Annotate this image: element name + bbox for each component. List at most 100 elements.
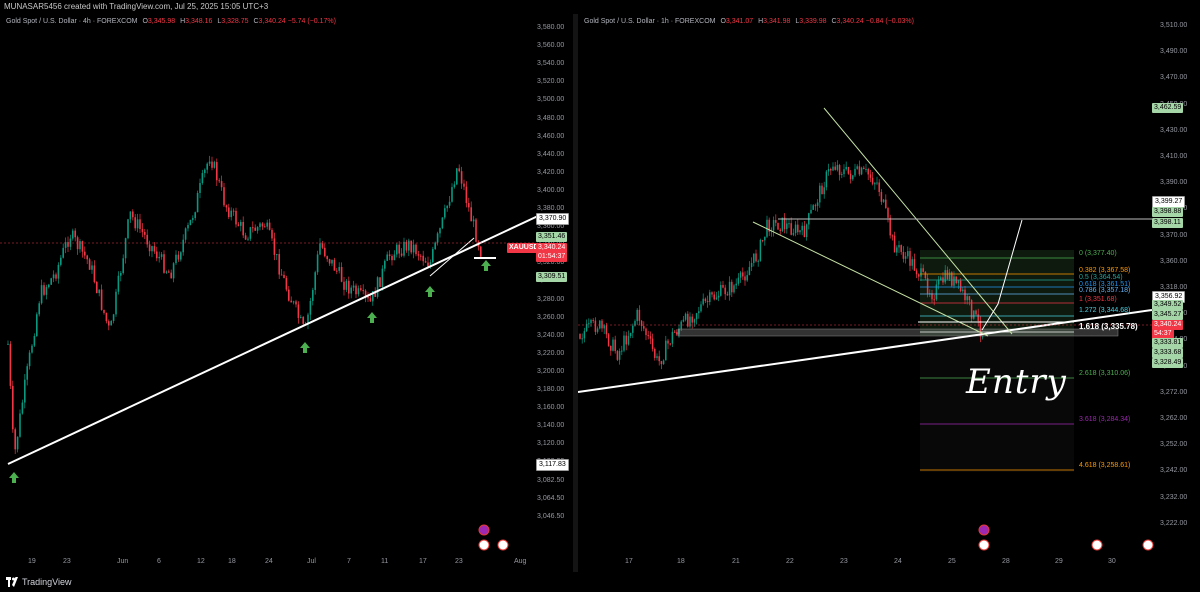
candle-body xyxy=(772,220,775,231)
candle-body xyxy=(755,253,757,262)
candle-body xyxy=(439,228,441,234)
candle-body xyxy=(684,313,687,320)
candle-body xyxy=(424,261,427,263)
candle-body xyxy=(634,321,636,326)
candle-body xyxy=(823,187,825,195)
chart-attribution: MUNASAR5456 created with TradingView.com… xyxy=(0,0,1200,14)
chart-pane-1h[interactable]: Gold Spot / U.S. Dollar · 1h · FOREXCOM … xyxy=(578,14,1200,572)
candle-body xyxy=(55,274,57,279)
candle-body xyxy=(184,228,187,240)
candle-body xyxy=(849,173,852,180)
price-axis-label: 3,480.00 xyxy=(537,114,565,122)
candle-body xyxy=(144,231,146,235)
symbol-title[interactable]: Gold Spot / U.S. Dollar · 4h · FOREXCOM xyxy=(6,18,138,25)
fib-level-label: 0.786 (3,357.18) xyxy=(1079,287,1131,294)
high-value: 3,348.16 xyxy=(185,18,213,25)
chart-pane-4h[interactable]: Gold Spot / U.S. Dollar · 4h · FOREXCOM … xyxy=(0,14,573,572)
entry-annotation[interactable]: Entry xyxy=(966,362,1067,402)
projection-path xyxy=(981,219,1023,331)
price-axis-label: 3,252.00 xyxy=(1160,441,1188,449)
candle-body xyxy=(309,300,312,315)
time-axis-label: 30 xyxy=(1108,558,1116,565)
time-axis-label: 23 xyxy=(840,558,848,565)
candle-body xyxy=(953,276,955,286)
price-tag-4: 3,398.11 xyxy=(1152,218,1183,228)
candle-body xyxy=(957,280,960,284)
candle-body xyxy=(316,254,319,273)
candle-body xyxy=(748,267,751,276)
candle-body xyxy=(112,314,115,321)
candle-body xyxy=(141,228,144,232)
candle-body xyxy=(244,235,247,240)
candle-body xyxy=(739,272,742,278)
candle-body xyxy=(625,335,627,345)
candle-body xyxy=(689,316,691,327)
candle-body xyxy=(158,256,160,259)
candle-body xyxy=(252,227,254,229)
candle-body xyxy=(869,174,872,178)
candle-body xyxy=(72,230,74,239)
candle-body xyxy=(596,328,599,332)
candle-body xyxy=(680,321,682,329)
price-axis-label: 3,320.00 xyxy=(537,259,565,267)
time-axis-label: 28 xyxy=(1002,558,1010,565)
candle-body xyxy=(321,243,324,248)
candle-body xyxy=(444,208,446,218)
arrow-up-icon xyxy=(9,472,19,483)
candle-body xyxy=(944,270,946,283)
candle-body xyxy=(100,289,103,310)
candle-body xyxy=(816,202,819,206)
brand-name: TradingView xyxy=(22,577,72,587)
candles-1h[interactable] xyxy=(578,14,1200,572)
candle-body xyxy=(261,223,264,227)
candle-body xyxy=(887,208,889,218)
price-tag-3: 3,398.88 xyxy=(1152,207,1184,217)
candle-body xyxy=(799,230,801,233)
candle-body xyxy=(470,207,472,222)
candle-body xyxy=(456,168,458,185)
candle-body xyxy=(276,254,278,256)
candle-body xyxy=(84,251,86,256)
candle-body xyxy=(731,281,733,293)
candle-body xyxy=(451,187,453,202)
price-axis-label: 3,262.00 xyxy=(1160,415,1188,422)
arrow-up-icon xyxy=(481,260,491,271)
candle-body xyxy=(228,207,230,218)
candle-body xyxy=(621,350,623,352)
candle-body xyxy=(367,296,369,299)
price-axis-label: 3,200.00 xyxy=(537,367,565,375)
candle-body xyxy=(858,166,861,175)
candle-body xyxy=(192,218,194,220)
candle-body xyxy=(803,225,806,238)
candle-body xyxy=(757,260,759,262)
price-tag-7: 3,345.27 xyxy=(1152,310,1184,320)
candle-body xyxy=(235,210,237,225)
candle-body xyxy=(199,183,201,193)
candle-body xyxy=(429,262,432,267)
candle-body xyxy=(67,242,69,247)
candle-body xyxy=(713,294,715,300)
candle-body xyxy=(98,289,100,294)
candle-body xyxy=(907,251,909,257)
candle-body xyxy=(7,343,9,345)
candle-body xyxy=(417,254,420,256)
candle-body xyxy=(81,241,84,252)
candle-body xyxy=(671,331,674,344)
candle-body xyxy=(913,259,916,271)
candle-body xyxy=(867,168,869,175)
pane-divider[interactable] xyxy=(573,14,578,572)
trendline xyxy=(578,309,1153,393)
candle-body xyxy=(340,266,343,282)
trendline-lower xyxy=(752,221,989,337)
candles-4h[interactable] xyxy=(0,14,573,572)
arrow-up-icon xyxy=(367,312,377,323)
candle-body xyxy=(136,219,139,229)
symbol-title[interactable]: Gold Spot / U.S. Dollar · 1h · FOREXCOM xyxy=(584,18,716,25)
candle-body xyxy=(420,255,422,257)
price-axis-label: 3,470.00 xyxy=(1160,74,1188,82)
price-axis-label: 3,064.50 xyxy=(537,494,565,502)
candle-body xyxy=(36,314,38,336)
price-axis-label: 3,580.00 xyxy=(537,24,565,31)
candle-body xyxy=(931,293,933,300)
candle-body xyxy=(970,300,973,319)
